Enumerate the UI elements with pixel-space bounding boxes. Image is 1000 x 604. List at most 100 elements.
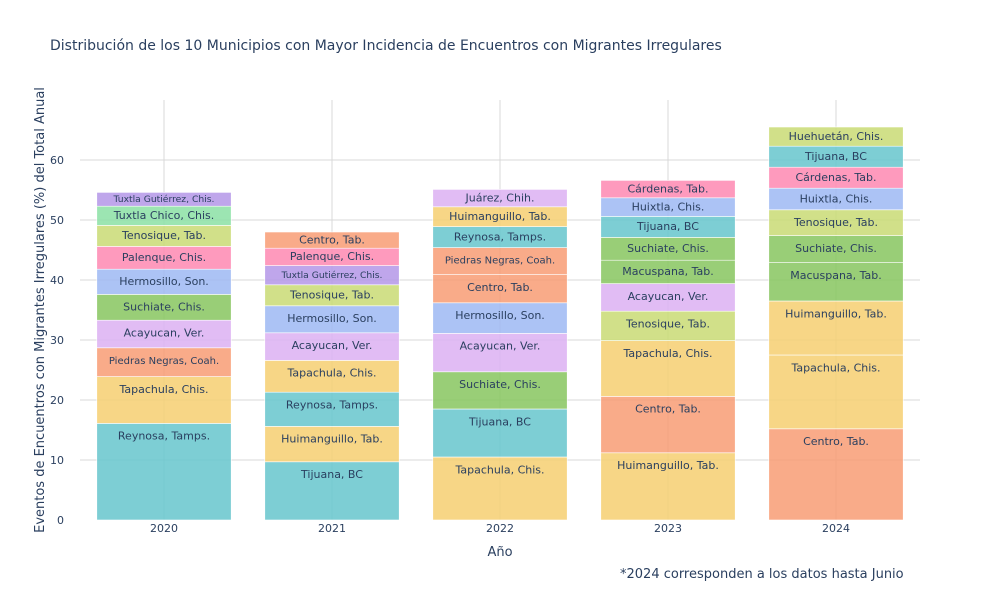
bar-segment-label: Reynosa, Tamps.	[286, 399, 378, 412]
bar-segment-label: Centro, Tab.	[635, 403, 701, 416]
bar-segment-label: Tuxtla Chico, Chis.	[113, 209, 215, 222]
bar-segment	[600, 396, 736, 454]
bar-segment-label: Huimanguillo, Tab.	[281, 433, 383, 446]
bar-segment-label: Tuxtla Gutiérrez, Chis.	[113, 194, 215, 205]
axis-layer: 0 10 20 30 40 50 60 2020 2021 2022 2023 2024	[50, 154, 850, 535]
bar-segment	[264, 305, 400, 334]
x-tick-label: 2022	[486, 522, 514, 535]
bar-segment-label: Tenosique, Tab.	[289, 289, 374, 302]
bar-segment-label: Macuspana, Tab.	[622, 265, 714, 278]
bar-segment-label: Piedras Negras, Coah.	[445, 256, 555, 267]
bar-segment-label: Suchiate, Chis.	[123, 301, 205, 314]
bar-segment-label: Cárdenas, Tab.	[795, 171, 876, 184]
bar-segment-label: Huimanguillo, Tab.	[617, 459, 719, 472]
bar-segment-label: Cárdenas, Tab.	[627, 182, 708, 195]
bar-segment	[96, 376, 232, 424]
segment-labels-layer: Reynosa, Tamps. Tapachula, Chis. Piedras N…	[109, 130, 887, 481]
y-tick-label: 30	[50, 334, 64, 347]
bar-segment	[768, 209, 904, 236]
bar-segment-label: Suchiate, Chis.	[627, 242, 709, 255]
y-tick-label: 60	[50, 154, 64, 167]
bar-segment	[432, 333, 568, 373]
bar-segment-label: Suchiate, Chis.	[459, 378, 541, 391]
y-tick-label: 0	[57, 514, 64, 527]
bar-segment-label: Tapachula, Chis.	[286, 367, 376, 380]
footnote: *2024 corresponden a los datos hasta Jun…	[620, 567, 904, 582]
bar-segment	[768, 300, 904, 356]
bar-segment	[264, 461, 400, 521]
bar-segment	[264, 360, 400, 393]
y-tick-label: 40	[50, 274, 64, 287]
bar-segment-label: Tijuana, BC	[804, 150, 867, 163]
bar-segment	[432, 302, 568, 334]
bar-segment	[96, 192, 232, 207]
bar-segment-label: Acayucan, Ver.	[124, 327, 205, 340]
bar-segment-label: Centro, Tab.	[299, 233, 365, 246]
bar-segment	[768, 354, 904, 430]
bar-segment	[432, 247, 568, 275]
bar-segment-label: Acayucan, Ver.	[628, 290, 709, 303]
bar-segment-label: Hermosillo, Son.	[455, 309, 545, 322]
x-axis-title: Año	[487, 545, 512, 560]
bar-segment-label: Huimanguillo, Tab.	[449, 210, 551, 223]
bar-segment	[600, 180, 736, 199]
bar-segment-label: Tenosique, Tab.	[625, 318, 710, 331]
x-tick-label: 2020	[150, 522, 178, 535]
bar-segment	[264, 332, 400, 361]
bar-segment-label: Tapachula, Chis.	[790, 361, 880, 374]
bar-segment-label: Juárez, Chih.	[465, 191, 535, 204]
bar-segment-label: Piedras Negras, Coah.	[109, 356, 219, 367]
bar-segment-label: Reynosa, Tamps.	[118, 430, 210, 443]
bar-segment	[432, 408, 568, 458]
bar-segment	[96, 268, 232, 295]
bar-segment-label: Hermosillo, Son.	[119, 275, 209, 288]
x-tick-label: 2024	[822, 522, 850, 535]
bar-segment	[264, 231, 400, 249]
bar-segment-label: Huimanguillo, Tab.	[785, 307, 887, 320]
x-tick-label: 2023	[654, 522, 682, 535]
chart-title: Distribución de los 10 Municipios con Ma…	[50, 38, 722, 54]
bar-segment-label: Tapachula, Chis.	[454, 463, 544, 476]
bar-segment	[600, 452, 736, 521]
bar-segment	[768, 235, 904, 263]
bar-segment-label: Tuxtla Gutiérrez, Chis.	[281, 270, 383, 281]
bar-segment	[96, 423, 232, 521]
bar-segment-label: Hermosillo, Son.	[287, 312, 377, 325]
bar-segment-label: Tenosique, Tab.	[793, 216, 878, 229]
bar-segment	[600, 340, 736, 397]
bar-segment-label: Reynosa, Tamps.	[454, 230, 546, 243]
bar-segment-label: Huixtla, Chis.	[800, 192, 873, 205]
bar-segment	[432, 274, 568, 304]
bar-segment-label: Suchiate, Chis.	[795, 242, 877, 255]
bar-segment-label: Huixtla, Chis.	[632, 200, 705, 213]
bar-segment-label: Macuspana, Tab.	[790, 269, 882, 282]
bar-segment	[600, 283, 736, 312]
bar-segment-label: Tenosique, Tab.	[121, 229, 206, 242]
bars-layer	[96, 126, 904, 521]
bar-segment-label: Tapachula, Chis.	[622, 347, 712, 360]
y-tick-label: 50	[50, 214, 64, 227]
bar-segment-label: Huehuetán, Chis.	[789, 130, 884, 143]
bar-segment-label: Acayucan, Ver.	[460, 340, 541, 353]
bar-segment	[432, 371, 568, 410]
y-tick-label: 10	[50, 454, 64, 467]
x-tick-label: 2021	[318, 522, 346, 535]
y-axis-title: Eventos de Encuentros con Migrantes Irre…	[33, 87, 48, 533]
y-tick-label: 20	[50, 394, 64, 407]
bar-segment-label: Centro, Tab.	[803, 435, 869, 448]
bar-segment-label: Acayucan, Ver.	[292, 339, 373, 352]
bar-segment	[768, 126, 904, 147]
bar-segment-label: Tijuana, BC	[300, 468, 363, 481]
bar-segment-label: Centro, Tab.	[467, 281, 533, 294]
bar-segment	[96, 319, 232, 349]
bar-segment	[96, 294, 232, 321]
bar-segment-label: Tijuana, BC	[468, 415, 531, 428]
bar-segment	[768, 262, 904, 302]
bar-segment-label: Palenque, Chis.	[290, 250, 374, 263]
bar-segment	[768, 428, 904, 521]
bar-segment	[96, 347, 232, 377]
bar-segment	[432, 189, 568, 208]
bar-segment	[432, 456, 568, 521]
